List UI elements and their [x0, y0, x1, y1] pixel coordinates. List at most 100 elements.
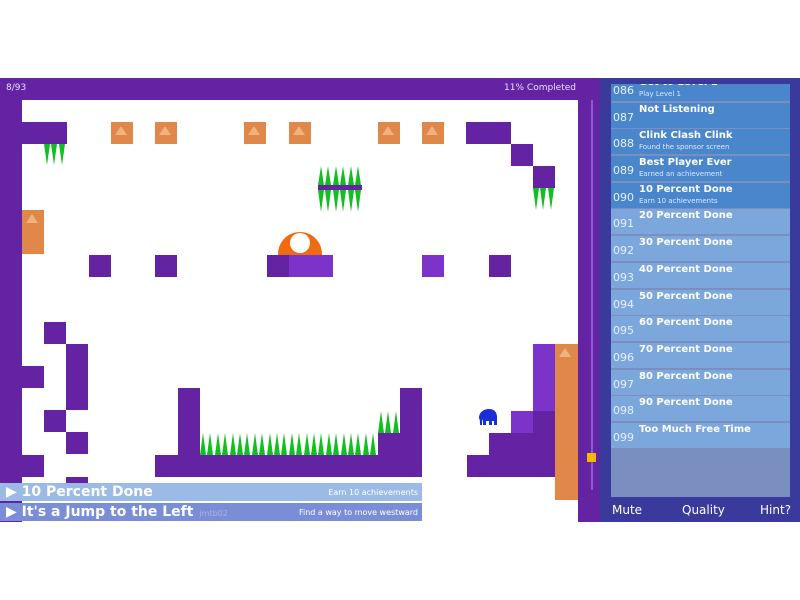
crate-block: [378, 122, 400, 144]
spike: [533, 188, 539, 210]
achievement-name: 50 Percent Done: [639, 290, 733, 302]
achievement-number: 094: [613, 297, 634, 311]
scrollbar-track[interactable]: [591, 100, 593, 490]
wall-block: [267, 255, 289, 277]
level-banner: ▶ It's a Jump to the Left jmtb02 Find a w…: [0, 503, 422, 521]
achievement-item[interactable]: 091 20 Percent Done: [611, 209, 790, 235]
spike: [340, 190, 347, 212]
achievement-number: 095: [613, 324, 634, 338]
achievement-name: 70 Percent Done: [639, 343, 733, 355]
spike: [385, 411, 392, 433]
spike: [540, 188, 547, 210]
spike: [325, 190, 332, 212]
wall-block: [400, 388, 422, 477]
wall-block: [489, 433, 555, 477]
spike: [281, 433, 288, 455]
achievements-panel: 086 Get to Level 1 Play Level 1 087 Not List…: [600, 78, 800, 522]
achievement-item[interactable]: 097 80 Percent Done: [611, 369, 790, 395]
achievement-item[interactable]: 088 Clink Clash Clink Found the sponsor sc…: [611, 129, 790, 155]
game-area[interactable]: 8/93 11% Completed: [0, 78, 600, 522]
spike: [214, 433, 221, 455]
achievement-name: 20 Percent Done: [639, 210, 733, 222]
wall-block: [533, 166, 555, 188]
spike: [222, 433, 229, 455]
wall-block: [378, 433, 400, 455]
level-author: jmtb02: [199, 509, 228, 518]
wall-block: [467, 455, 489, 477]
wall-block: [155, 255, 177, 277]
achievement-item[interactable]: 099 Too Much Free Time: [611, 422, 790, 448]
spike: [229, 433, 236, 455]
spike: [340, 166, 347, 185]
achievement-item[interactable]: 093 40 Percent Done: [611, 262, 790, 288]
achievement-item[interactable]: 086 Get to Level 1 Play Level 1: [611, 84, 790, 101]
spike: [325, 433, 332, 455]
achievement-name: 30 Percent Done: [639, 237, 733, 249]
spike: [318, 433, 325, 455]
banner-desc: Find a way to move westward: [298, 507, 418, 517]
achievement-name: 60 Percent Done: [639, 317, 733, 329]
achievement-desc: Found the sponsor screen: [639, 143, 730, 152]
crate-block: [111, 122, 133, 144]
crate-block: [155, 122, 177, 144]
banner-title: ▶ 10 Percent Done: [6, 484, 153, 500]
achievement-item[interactable]: 095 60 Percent Done: [611, 316, 790, 342]
achievement-name: Too Much Free Time: [639, 423, 751, 435]
achievement-item[interactable]: 087 Not Listening: [611, 102, 790, 128]
banner-desc: Earn 10 achievements: [328, 487, 418, 497]
scrollbar-knob[interactable]: [587, 453, 596, 462]
spike: [355, 190, 361, 212]
hint-button[interactable]: Hint?: [760, 503, 792, 517]
spike: [333, 433, 340, 455]
spike: [370, 433, 377, 455]
spike: [251, 433, 258, 455]
achievement-item[interactable]: 092 30 Percent Done: [611, 236, 790, 262]
achievement-number: 093: [613, 270, 634, 284]
spike: [207, 433, 214, 455]
mute-button[interactable]: Mute: [612, 503, 643, 517]
wall-block: [511, 411, 533, 433]
achievement-item[interactable]: 090 10 Percent Done Earn 10 achievements: [611, 182, 790, 208]
achievement-number: 098: [613, 404, 634, 418]
achievement-number: 091: [613, 217, 634, 231]
ball: [290, 233, 310, 253]
achievement-name: 90 Percent Done: [639, 397, 733, 409]
spike: [200, 433, 206, 455]
spike: [348, 433, 354, 455]
wall-block: [489, 255, 511, 277]
wall-block: [22, 122, 67, 144]
achievement-name: Get to Level 1: [639, 84, 718, 88]
wall-block: [66, 432, 88, 454]
crate-block: [422, 122, 444, 144]
quality-button[interactable]: Quality: [682, 503, 725, 517]
spike: [237, 433, 243, 455]
achievement-item[interactable]: 098 90 Percent Done: [611, 396, 790, 422]
crate-block: [244, 122, 266, 144]
achievement-number: 097: [613, 377, 634, 391]
wall-block: [533, 411, 555, 433]
wall-block: [89, 255, 111, 277]
achievement-item[interactable]: 094 50 Percent Done: [611, 289, 790, 315]
spike: [303, 433, 310, 455]
wall-block: [178, 388, 200, 455]
wall-block: [422, 255, 444, 277]
wall-block: [44, 322, 66, 344]
achievement-name: Not Listening: [639, 103, 715, 115]
spike: [362, 433, 369, 455]
achievement-item[interactable]: 089 Best Player Ever Earned an achievement: [611, 156, 790, 182]
achievement-list[interactable]: 086 Get to Level 1 Play Level 1 087 Not List…: [611, 84, 790, 497]
spike: [296, 433, 303, 455]
spike: [347, 190, 354, 212]
spike: [332, 190, 339, 212]
wall-block: [533, 344, 555, 411]
crate-block: [555, 344, 578, 500]
spike: [325, 166, 332, 185]
achievement-name: 80 Percent Done: [639, 370, 733, 382]
achievement-number: 092: [613, 244, 634, 258]
wall-block: [44, 410, 66, 432]
achievement-item[interactable]: 096 70 Percent Done: [611, 342, 790, 368]
spike: [259, 433, 266, 455]
hud-bar: 8/93 11% Completed: [0, 78, 600, 100]
achievement-desc: Earn 10 achievements: [639, 196, 718, 205]
achievement-desc: Play Level 1: [639, 90, 681, 98]
